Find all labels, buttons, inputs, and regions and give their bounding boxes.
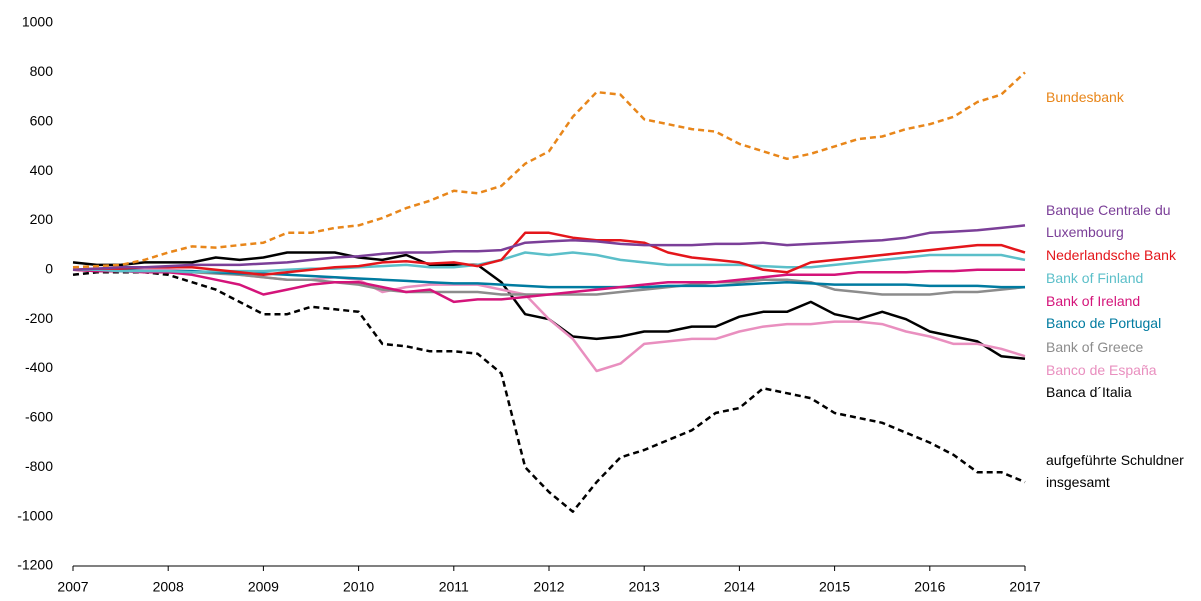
series-line	[72, 71, 1026, 269]
legend-label: Banco de Portugal	[1046, 315, 1162, 331]
x-tick-label: 2014	[724, 579, 755, 595]
x-tick-label: 2010	[343, 579, 374, 595]
legend-label: Bundesbank	[1046, 89, 1124, 105]
series-line	[72, 224, 1026, 272]
y-tick-label: 0	[45, 261, 53, 277]
x-tick-label: 2012	[533, 579, 564, 595]
x-tick-label: 2015	[819, 579, 850, 595]
legend-label: Bank of Ireland	[1046, 293, 1141, 309]
x-tick-label: 2013	[629, 579, 660, 595]
legend-label: Banque Centrale du Luxembourg	[1046, 202, 1171, 240]
x-tick-label: 2008	[153, 579, 184, 595]
series-line	[73, 268, 1025, 289]
x-tick-label: 2016	[914, 579, 945, 595]
y-tick-label: 600	[30, 112, 54, 128]
y-tick-label: -600	[25, 409, 53, 425]
x-tick-label: 2007	[57, 579, 88, 595]
x-tick-label: 2017	[1009, 579, 1040, 595]
series-line	[72, 231, 1026, 277]
x-tick-label: 2011	[439, 579, 469, 595]
legend-label: aufgeführte Schuldner insgesamt	[1046, 452, 1184, 490]
series-line	[72, 271, 1026, 513]
series-line	[72, 268, 1025, 304]
y-tick-label: -800	[25, 458, 53, 474]
y-tick-label: -400	[25, 359, 53, 375]
y-tick-label: 200	[30, 211, 54, 227]
legend-label: Nederlandsche Bank	[1046, 247, 1176, 263]
y-tick-label: -1200	[17, 557, 53, 573]
y-tick-label: -200	[25, 310, 53, 326]
legend-label: Banca d´Italia	[1046, 384, 1132, 400]
legend-label: Bank of Greece	[1046, 339, 1144, 355]
y-tick-label: 1000	[22, 14, 53, 30]
legend-label: Banco de España	[1046, 362, 1157, 378]
series-line	[72, 251, 1026, 360]
x-tick-label: 2009	[248, 579, 279, 595]
y-tick-label: -1000	[17, 507, 53, 523]
y-tick-label: 400	[30, 162, 54, 178]
legend-label: Bank of Finland	[1046, 270, 1144, 286]
y-tick-label: 800	[30, 63, 54, 79]
